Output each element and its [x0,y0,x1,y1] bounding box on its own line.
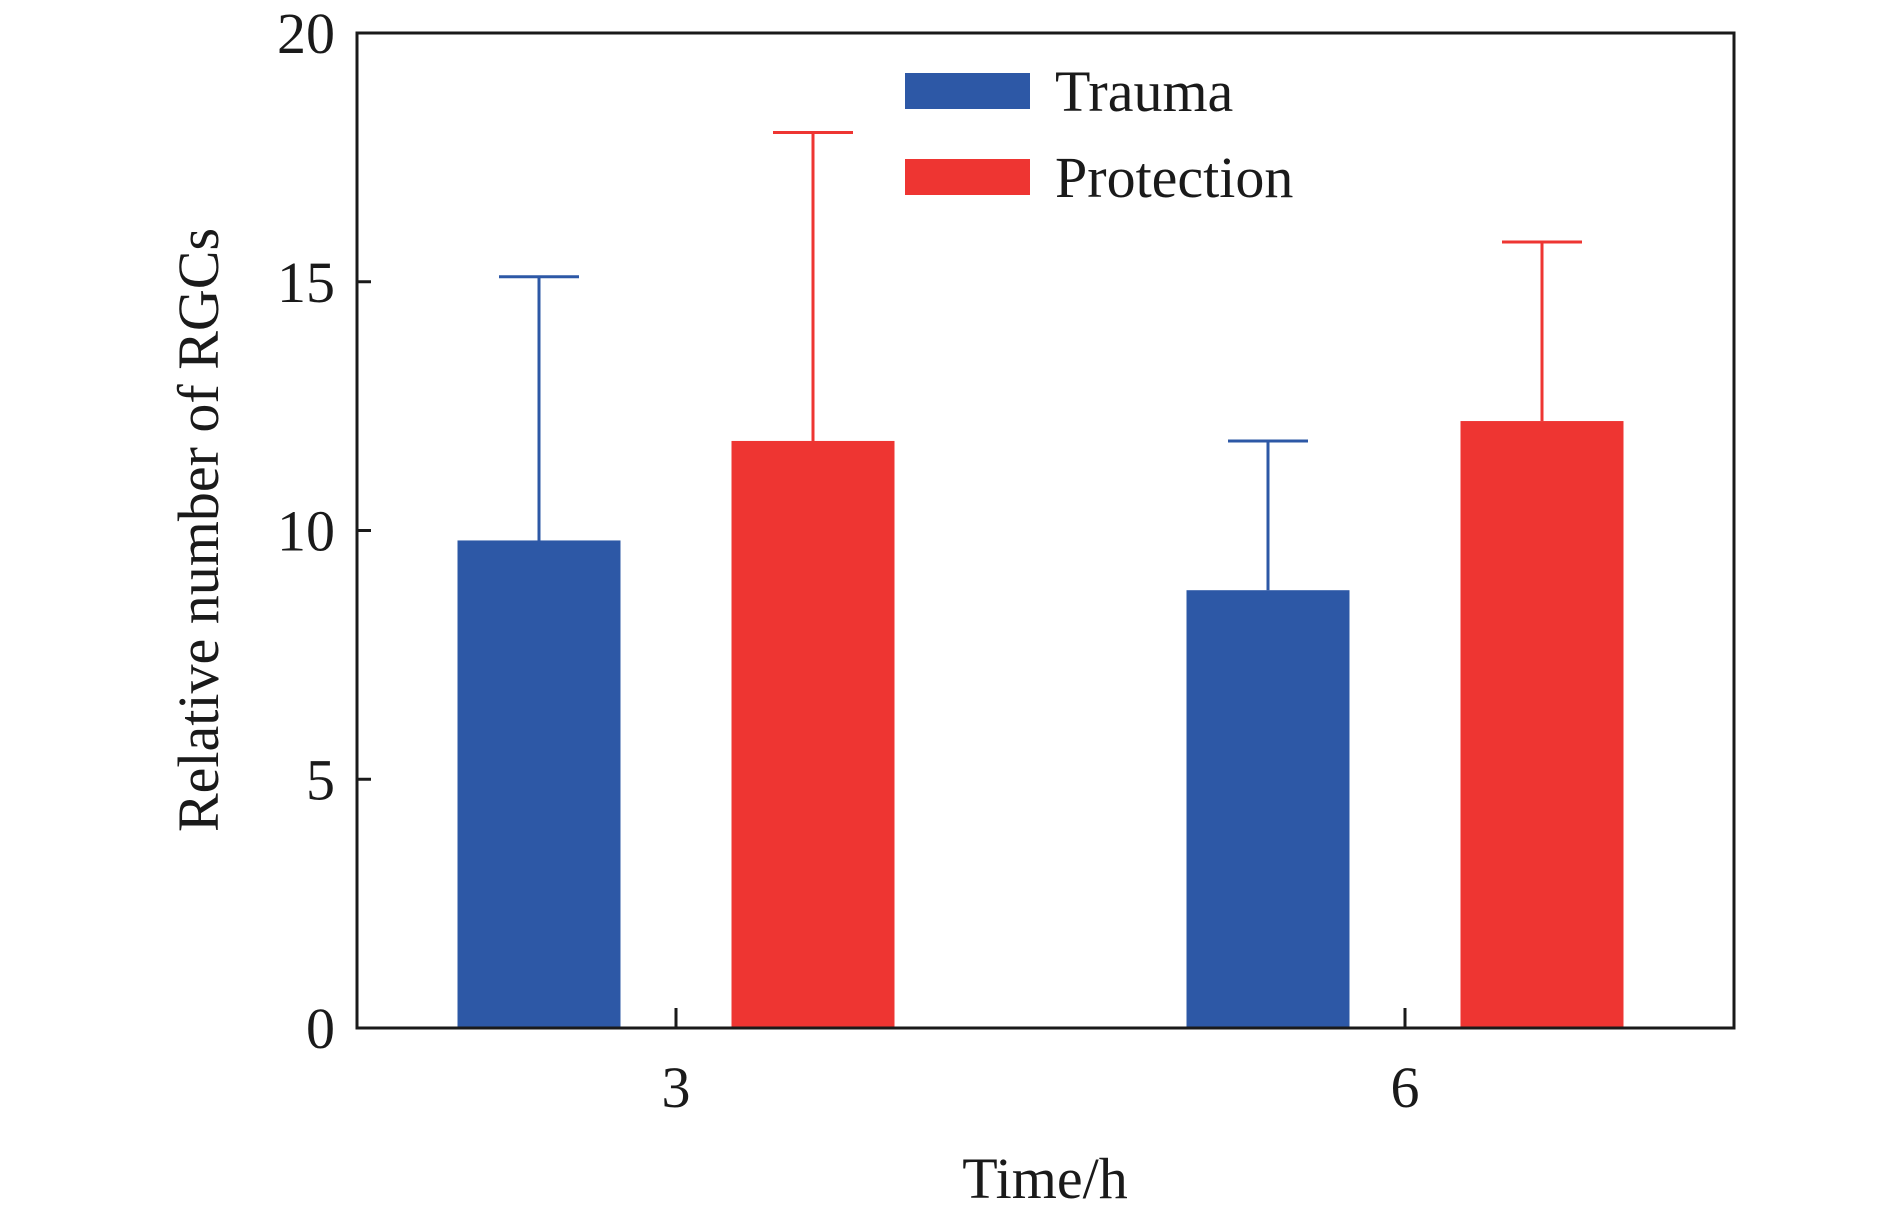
error-bars-layer [499,131,1582,591]
bars-layer [457,421,1624,1028]
legend-swatch-protection [905,159,1030,195]
legend: Trauma Protection [905,59,1293,210]
y-axis: 0 5 10 15 20 [277,1,371,1061]
x-axis-label: Time/h [962,1146,1127,1211]
legend-swatch-trauma [905,73,1030,109]
legend-label-trauma: Trauma [1055,59,1233,124]
y-tick-label: 5 [306,747,335,812]
y-tick-label: 10 [277,499,335,564]
bar-protection-6 [1460,421,1624,1028]
x-tick-label: 3 [662,1055,691,1120]
y-tick-label: 0 [306,996,335,1061]
bar-trauma-3 [457,540,621,1028]
y-tick-label: 15 [277,250,335,315]
y-tick-label: 20 [277,1,335,66]
bar-protection-3 [731,440,895,1028]
bar-trauma-6 [1186,590,1350,1028]
y-axis-label: Relative number of RGCs [166,228,231,832]
x-tick-label: 6 [1391,1055,1420,1120]
legend-label-protection: Protection [1055,145,1293,210]
